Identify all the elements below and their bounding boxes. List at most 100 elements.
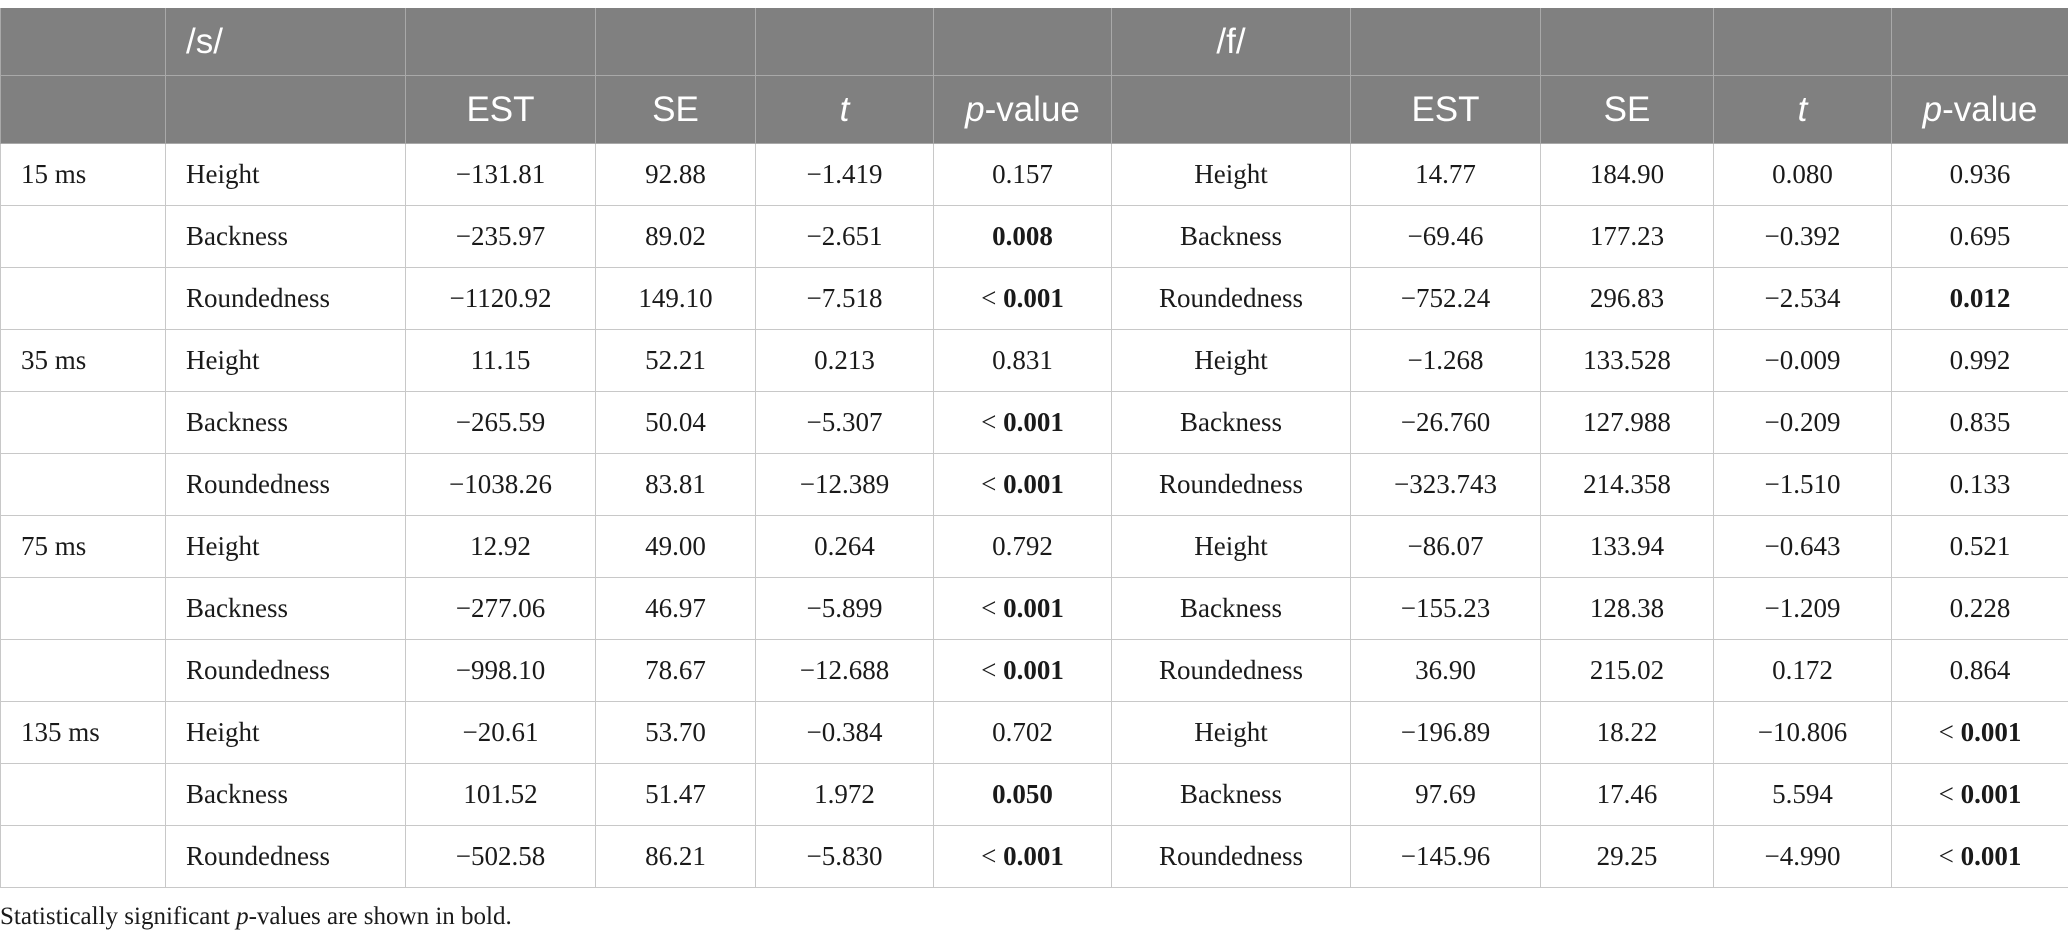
table-row: 35 ms Height 11.15 52.21 0.213 0.831 Height −1.…: [0, 329, 2068, 392]
est-f: −155.23: [1350, 577, 1541, 640]
p-number: 0.157: [992, 159, 1053, 189]
header-empty-cell: [165, 75, 406, 144]
pvalue-s: < 0.001: [933, 391, 1112, 454]
header-empty-cell: [0, 8, 166, 76]
p-number: 0.001: [1960, 779, 2022, 809]
pvalue-s: < 0.001: [933, 267, 1112, 330]
pvalue-f: < 0.001: [1891, 825, 2068, 888]
header-row-groups: /s/ /f/: [0, 8, 2068, 76]
feature-label-s: Roundedness: [165, 267, 406, 330]
p-number: 0.864: [1949, 655, 2011, 685]
est-s: −1120.92: [405, 267, 596, 330]
header-se-s: SE: [595, 75, 756, 144]
p-prefix: <: [981, 407, 1004, 437]
se-f: 128.38: [1540, 577, 1714, 640]
est-s: 12.92: [405, 515, 596, 578]
t-f: 0.172: [1713, 639, 1892, 702]
p-prefix: <: [981, 655, 1004, 685]
header-est-f: EST: [1350, 75, 1541, 144]
feature-label-s: Backness: [165, 763, 406, 826]
feature-label-s: Height: [165, 329, 406, 392]
se-f: 18.22: [1540, 701, 1714, 764]
header-empty-cell: [1713, 8, 1892, 76]
t-s: 0.264: [755, 515, 934, 578]
p-number: 0.831: [992, 345, 1053, 375]
table-row: Roundedness −1120.92 149.10 −7.518 < 0.001 Ro…: [0, 267, 2068, 330]
est-f: −1.268: [1350, 329, 1541, 392]
header-pvalue-f: p-value: [1891, 75, 2068, 144]
pvalue-f: 0.133: [1891, 453, 2068, 516]
table-row: 135 ms Height −20.61 53.70 −0.384 0.702 Height…: [0, 701, 2068, 764]
est-f: −145.96: [1350, 825, 1541, 888]
t-f: −1.510: [1713, 453, 1892, 516]
footnote-suffix: -values are shown in bold.: [248, 903, 512, 930]
feature-label-f: Backness: [1111, 391, 1351, 454]
se-f: 296.83: [1540, 267, 1714, 330]
t-f: −0.009: [1713, 329, 1892, 392]
t-s: −0.384: [755, 701, 934, 764]
table-row: Roundedness −998.10 78.67 −12.688 < 0.001 Rou…: [0, 639, 2068, 702]
est-s: −235.97: [405, 205, 596, 268]
t-s: 1.972: [755, 763, 934, 826]
p-number: 0.521: [1949, 531, 2011, 561]
se-s: 53.70: [595, 701, 756, 764]
feature-label-f: Backness: [1111, 577, 1351, 640]
table-row: Backness −277.06 46.97 −5.899 < 0.001 Backnes…: [0, 577, 2068, 640]
pvalue-s: < 0.001: [933, 577, 1112, 640]
se-s: 92.88: [595, 143, 756, 206]
p-prefix: <: [1938, 779, 1961, 809]
feature-label-f: Height: [1111, 701, 1351, 764]
p-number: 0.001: [1003, 593, 1064, 623]
se-f: 214.358: [1540, 453, 1714, 516]
header-empty-cell: [0, 75, 166, 144]
t-s: −5.899: [755, 577, 934, 640]
table-row: Backness −235.97 89.02 −2.651 0.008 Backness −…: [0, 205, 2068, 268]
feature-label-f: Backness: [1111, 205, 1351, 268]
pvalue-f: 0.864: [1891, 639, 2068, 702]
footnote-p: p: [236, 903, 249, 930]
est-f: 14.77: [1350, 143, 1541, 206]
feature-label-f: Height: [1111, 143, 1351, 206]
feature-label-f: Backness: [1111, 763, 1351, 826]
pvalue-f: 0.228: [1891, 577, 2068, 640]
p-number: 0.001: [1960, 717, 2022, 747]
header-est-s: EST: [405, 75, 596, 144]
p-prefix: <: [1938, 841, 1961, 871]
est-s: −277.06: [405, 577, 596, 640]
est-s: −20.61: [405, 701, 596, 764]
p-number: 0.695: [1949, 221, 2011, 251]
pvalue-f: 0.695: [1891, 205, 2068, 268]
est-f: −69.46: [1350, 205, 1541, 268]
se-f: 29.25: [1540, 825, 1714, 888]
t-s: 0.213: [755, 329, 934, 392]
header-pvalue-s: p-value: [933, 75, 1112, 144]
time-cell: [0, 763, 166, 826]
est-f: −26.760: [1350, 391, 1541, 454]
t-f: −4.990: [1713, 825, 1892, 888]
p-prefix: <: [981, 469, 1004, 499]
p-number: 0.001: [1003, 655, 1064, 685]
pvalue-f: 0.936: [1891, 143, 2068, 206]
header-group-f: /f/: [1111, 8, 1351, 76]
table-row: Roundedness −502.58 86.21 −5.830 < 0.001 Roun…: [0, 825, 2068, 888]
time-cell: [0, 577, 166, 640]
time-cell: 15 ms: [0, 143, 166, 206]
pvalue-s: 0.008: [933, 205, 1112, 268]
feature-label-f: Height: [1111, 329, 1351, 392]
header-se-f: SE: [1540, 75, 1714, 144]
header-p-italic: p: [965, 89, 985, 129]
header-empty-cell: [1111, 75, 1351, 144]
p-number: 0.050: [992, 779, 1053, 809]
header-empty-cell: [595, 8, 756, 76]
se-s: 89.02: [595, 205, 756, 268]
pvalue-f: 0.012: [1891, 267, 2068, 330]
t-f: −1.209: [1713, 577, 1892, 640]
t-s: −5.307: [755, 391, 934, 454]
se-f: 133.528: [1540, 329, 1714, 392]
se-f: 127.988: [1540, 391, 1714, 454]
p-number: 0.702: [992, 717, 1053, 747]
p-prefix: <: [981, 593, 1004, 623]
se-s: 86.21: [595, 825, 756, 888]
time-cell: [0, 453, 166, 516]
header-empty-cell: [1350, 8, 1541, 76]
